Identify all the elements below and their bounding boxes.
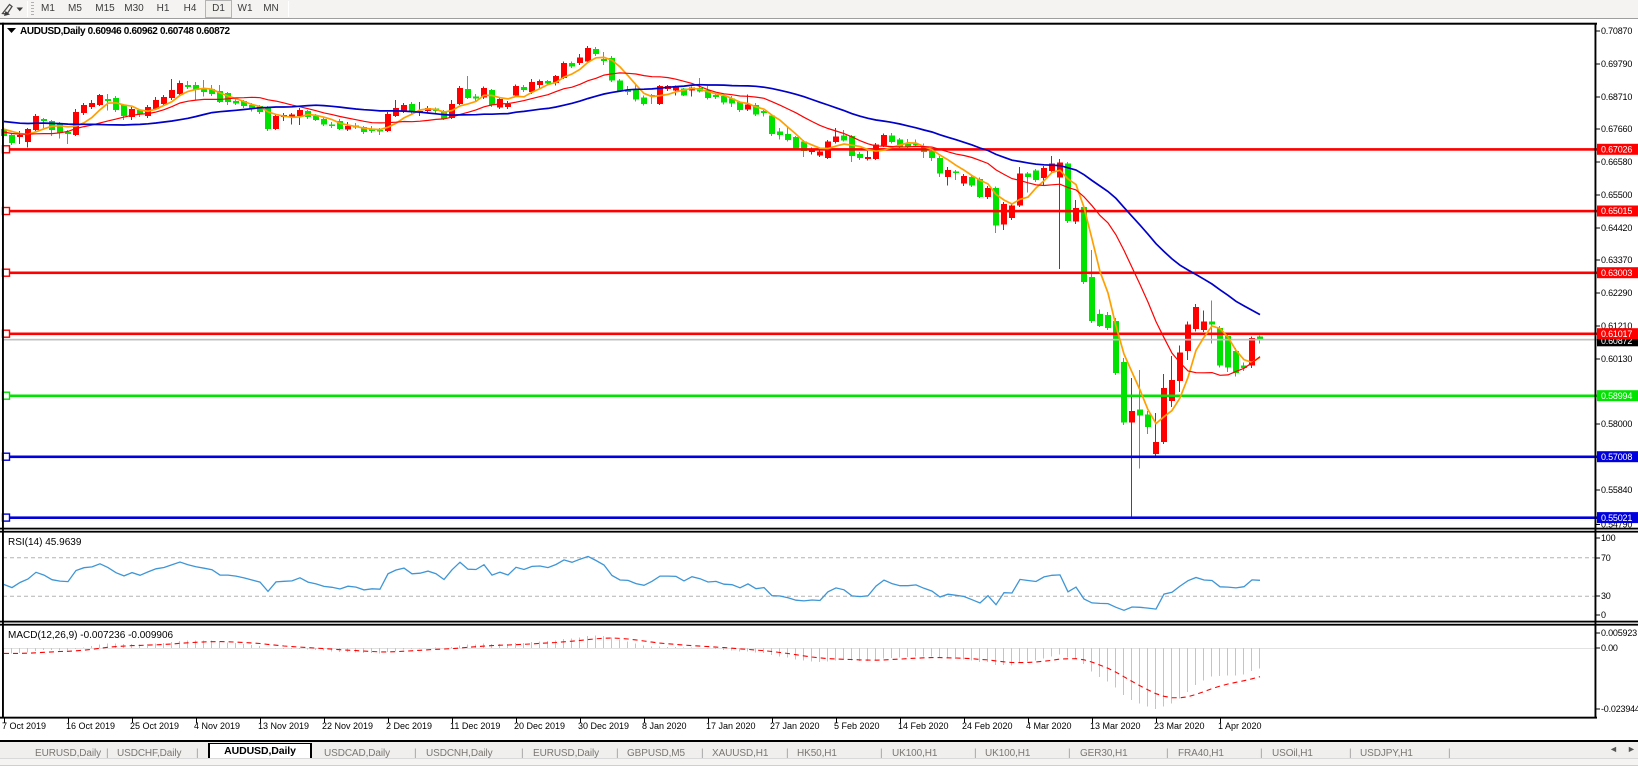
svg-text:22 Nov 2019: 22 Nov 2019 (322, 721, 373, 731)
svg-text:20 Dec 2019: 20 Dec 2019 (514, 721, 565, 731)
svg-text:4 Mar 2020: 4 Mar 2020 (1026, 721, 1072, 731)
svg-text:0.70870: 0.70870 (1601, 26, 1632, 36)
svg-text:4 Nov 2019: 4 Nov 2019 (194, 721, 240, 731)
svg-text:16 Oct 2019: 16 Oct 2019 (66, 721, 115, 731)
svg-text:25 Oct 2019: 25 Oct 2019 (130, 721, 179, 731)
svg-text:23 Mar 2020: 23 Mar 2020 (1154, 721, 1205, 731)
svg-text:30: 30 (1601, 591, 1611, 601)
svg-text:0.55021: 0.55021 (1601, 513, 1632, 523)
svg-text:0.005923: 0.005923 (1601, 628, 1637, 638)
svg-text:0.57008: 0.57008 (1601, 452, 1632, 462)
svg-text:MACD(12,26,9) -0.007236 -0.009: MACD(12,26,9) -0.007236 -0.009906 (8, 630, 174, 641)
svg-text:0.67026: 0.67026 (1601, 145, 1632, 155)
svg-text:0: 0 (1601, 610, 1606, 620)
svg-text:-0.023944: -0.023944 (1601, 704, 1638, 714)
svg-text:7 Oct 2019: 7 Oct 2019 (2, 721, 46, 731)
svg-text:0.63003: 0.63003 (1601, 268, 1632, 278)
svg-text:5 Feb 2020: 5 Feb 2020 (834, 721, 880, 731)
svg-text:0.60872: 0.60872 (1601, 336, 1632, 346)
svg-text:0.66580: 0.66580 (1601, 157, 1632, 167)
svg-text:100: 100 (1601, 533, 1616, 543)
svg-text:0.58000: 0.58000 (1601, 419, 1632, 429)
svg-text:70: 70 (1601, 553, 1611, 563)
svg-text:13 Nov 2019: 13 Nov 2019 (258, 721, 309, 731)
svg-text:0.54790: 0.54790 (1601, 520, 1632, 530)
svg-text:0.69790: 0.69790 (1601, 59, 1632, 69)
svg-text:30 Dec 2019: 30 Dec 2019 (578, 721, 629, 731)
svg-text:1 Apr 2020: 1 Apr 2020 (1218, 721, 1262, 731)
svg-text:AUDUSD,Daily 0.60946 0.60962: AUDUSD,Daily 0.60946 0.60962 0.60748 0.6… (20, 26, 231, 37)
svg-text:0.62290: 0.62290 (1601, 288, 1632, 298)
svg-text:0.00: 0.00 (1601, 643, 1618, 653)
svg-text:14 Feb 2020: 14 Feb 2020 (898, 721, 949, 731)
svg-text:17 Jan 2020: 17 Jan 2020 (706, 721, 756, 731)
svg-text:0.61210: 0.61210 (1601, 321, 1632, 331)
svg-text:0.65015: 0.65015 (1601, 206, 1632, 216)
svg-text:2 Dec 2019: 2 Dec 2019 (386, 721, 432, 731)
svg-text:0.55840: 0.55840 (1601, 485, 1632, 495)
svg-text:0.65500: 0.65500 (1601, 190, 1632, 200)
svg-text:0.64420: 0.64420 (1601, 223, 1632, 233)
svg-text:11 Dec 2019: 11 Dec 2019 (450, 721, 500, 731)
svg-text:0.60130: 0.60130 (1601, 354, 1632, 364)
svg-text:0.68710: 0.68710 (1601, 92, 1632, 102)
svg-text:8 Jan 2020: 8 Jan 2020 (642, 721, 687, 731)
svg-text:RSI(14) 45.9639: RSI(14) 45.9639 (8, 537, 82, 548)
svg-text:0.63370: 0.63370 (1601, 255, 1632, 265)
svg-text:13 Mar 2020: 13 Mar 2020 (1090, 721, 1141, 731)
svg-text:0.67660: 0.67660 (1601, 124, 1632, 134)
svg-text:0.61017: 0.61017 (1601, 329, 1632, 339)
svg-text:24 Feb 2020: 24 Feb 2020 (962, 721, 1013, 731)
svg-text:27 Jan 2020: 27 Jan 2020 (770, 721, 820, 731)
svg-text:0.58994: 0.58994 (1601, 391, 1632, 401)
